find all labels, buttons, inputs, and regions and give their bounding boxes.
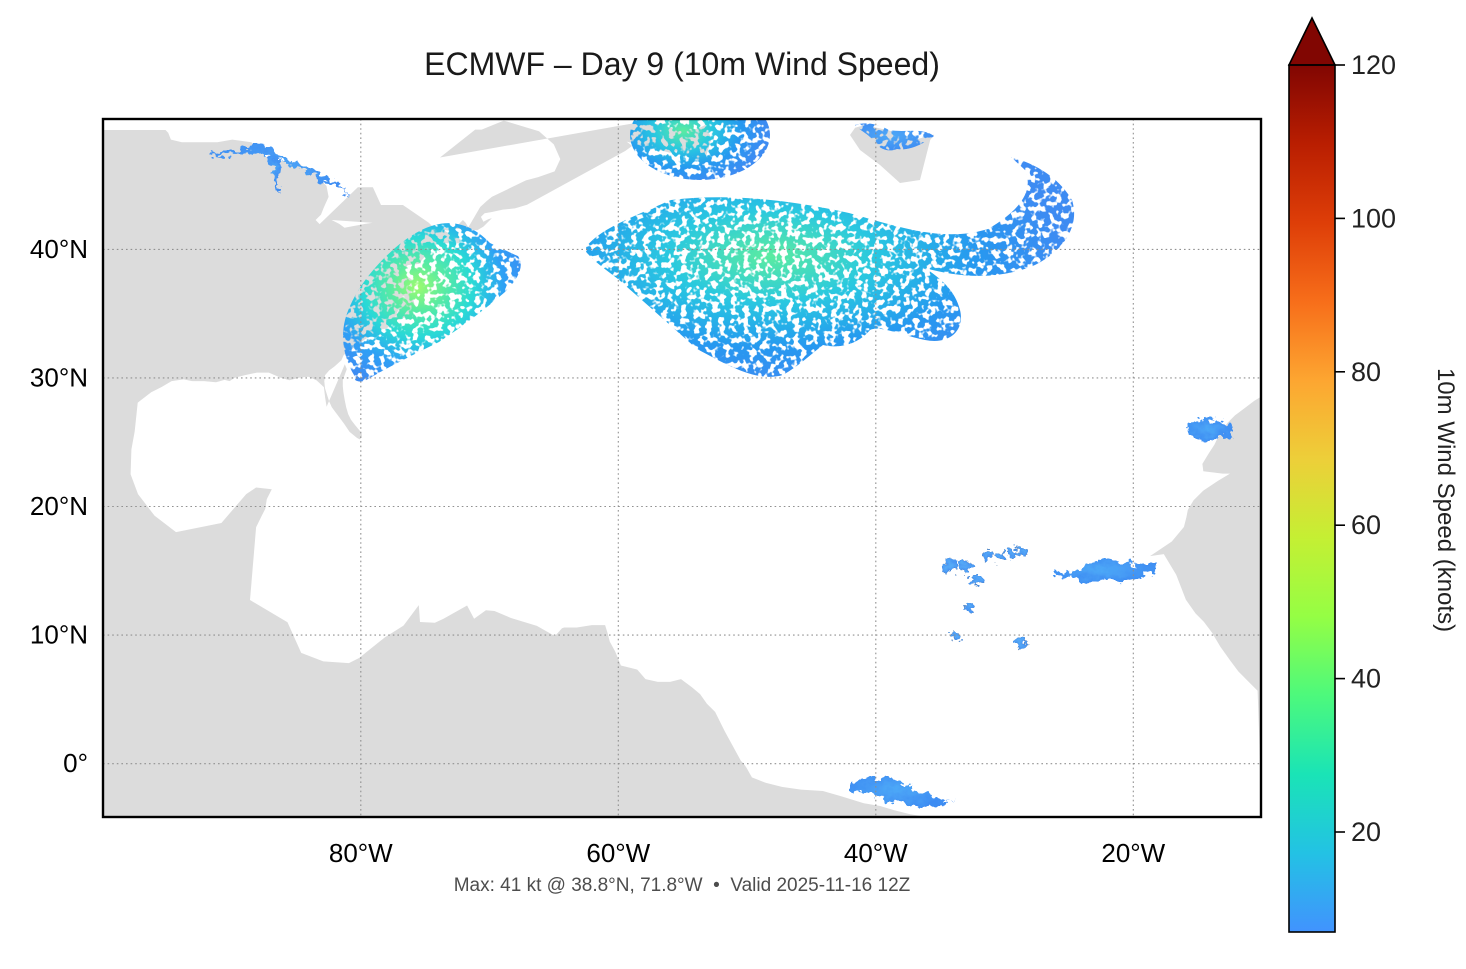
svg-text:40°W: 40°W [844,838,908,868]
svg-text:120: 120 [1351,50,1396,80]
svg-text:20°W: 20°W [1101,838,1165,868]
svg-text:60: 60 [1351,510,1381,540]
svg-text:40: 40 [1351,664,1381,694]
svg-text:100: 100 [1351,203,1396,233]
svg-text:80°W: 80°W [329,838,393,868]
svg-text:20°N: 20°N [30,491,88,521]
svg-text:10°N: 10°N [30,620,88,650]
svg-text:80: 80 [1351,357,1381,387]
svg-text:10m Wind Speed (knots): 10m Wind Speed (knots) [1432,368,1459,632]
svg-text:30°N: 30°N [30,363,88,393]
svg-text:40°N: 40°N [30,234,88,264]
svg-text:60°W: 60°W [586,838,650,868]
svg-text:20: 20 [1351,817,1381,847]
svg-text:0°: 0° [63,748,88,778]
